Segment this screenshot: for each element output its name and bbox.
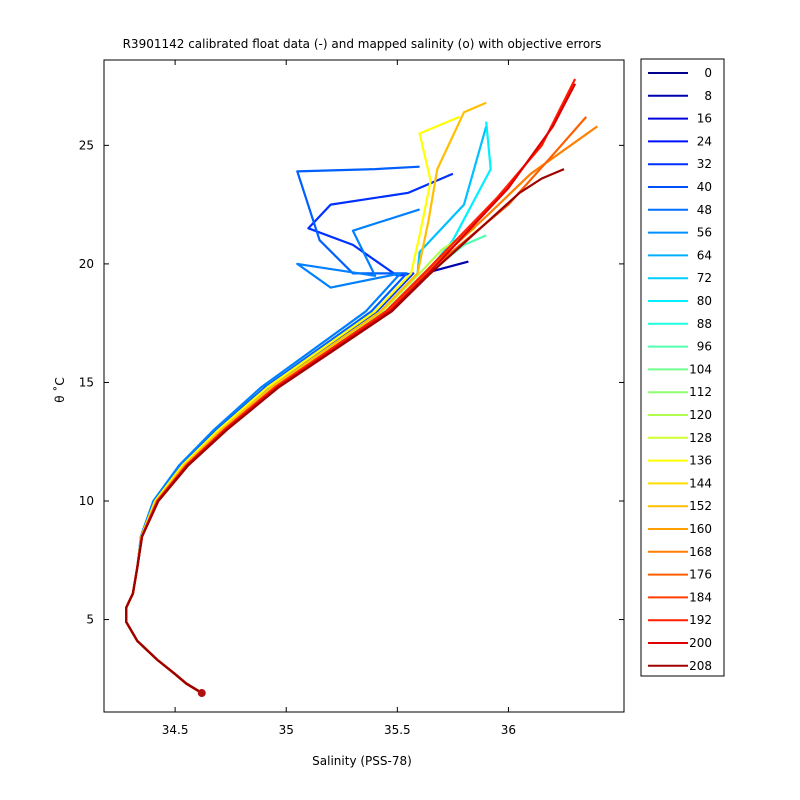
profile-line <box>125 115 461 694</box>
y-axis-ticks: 5 10 15 20 25 <box>79 138 624 627</box>
profile-line <box>125 78 577 694</box>
legend-label: 96 <box>697 340 712 354</box>
profile-line <box>125 83 577 694</box>
legend-label: 144 <box>689 476 712 490</box>
legend-label: 40 <box>697 180 712 194</box>
legend-label: 160 <box>689 522 712 536</box>
legend-box <box>640 58 725 677</box>
legend-label: 168 <box>689 545 712 559</box>
legend-label: 0 <box>704 66 712 80</box>
profile-line <box>125 208 420 694</box>
legend-label: 8 <box>704 89 712 103</box>
legend-label: 136 <box>689 454 712 468</box>
legend-label: 16 <box>697 112 712 126</box>
legend-label: 200 <box>689 636 712 650</box>
legend-label: 128 <box>689 431 712 445</box>
profile-line <box>125 227 476 694</box>
legend-label: 72 <box>697 271 712 285</box>
y-tick-label: 15 <box>79 375 94 389</box>
legend-label: 208 <box>689 659 712 673</box>
profile-line <box>125 165 420 694</box>
plot-frame <box>103 59 625 713</box>
legend-label: 192 <box>689 613 712 627</box>
x-tick-label: 36 <box>501 723 516 737</box>
profile-line <box>125 126 488 694</box>
x-axis-label: Salinity (PSS-78) <box>312 754 412 768</box>
legend-label: 80 <box>697 294 712 308</box>
legend-label: 152 <box>689 499 712 513</box>
legend-label: 104 <box>689 362 712 376</box>
legend-label: 32 <box>697 157 712 171</box>
legend-label: 112 <box>689 385 712 399</box>
profile-line <box>125 101 487 694</box>
y-axis-label: θ ˚C <box>52 377 67 403</box>
chart-title: R3901142 calibrated float data (-) and m… <box>123 37 602 51</box>
legend: 0 8 16 24 32 40 48 56 64 72 80 88 96 104 112 120 128 136 1… <box>640 58 725 677</box>
legend-label: 184 <box>689 590 712 604</box>
legend-label: 56 <box>697 226 712 240</box>
profile-line <box>125 168 565 694</box>
legend-label: 88 <box>697 317 712 331</box>
x-tick-label: 34.5 <box>162 723 189 737</box>
data-curves <box>125 78 598 698</box>
legend-label: 24 <box>697 134 712 148</box>
legend-label: 176 <box>689 568 712 582</box>
profile-line <box>125 116 588 694</box>
y-tick-label: 25 <box>79 138 94 152</box>
x-tick-label: 35 <box>279 723 294 737</box>
legend-label: 48 <box>697 203 712 217</box>
y-tick-label: 5 <box>86 613 94 627</box>
deep-end-marker <box>197 689 206 698</box>
legend-label: 120 <box>689 408 712 422</box>
y-tick-label: 10 <box>79 494 94 508</box>
y-tick-label: 20 <box>79 257 94 271</box>
profile-line <box>125 125 598 694</box>
x-axis-ticks: 34.5 35 35.5 36 <box>162 60 516 737</box>
legend-label: 64 <box>697 248 712 262</box>
x-tick-label: 35.5 <box>384 723 411 737</box>
profile-line <box>125 172 454 694</box>
